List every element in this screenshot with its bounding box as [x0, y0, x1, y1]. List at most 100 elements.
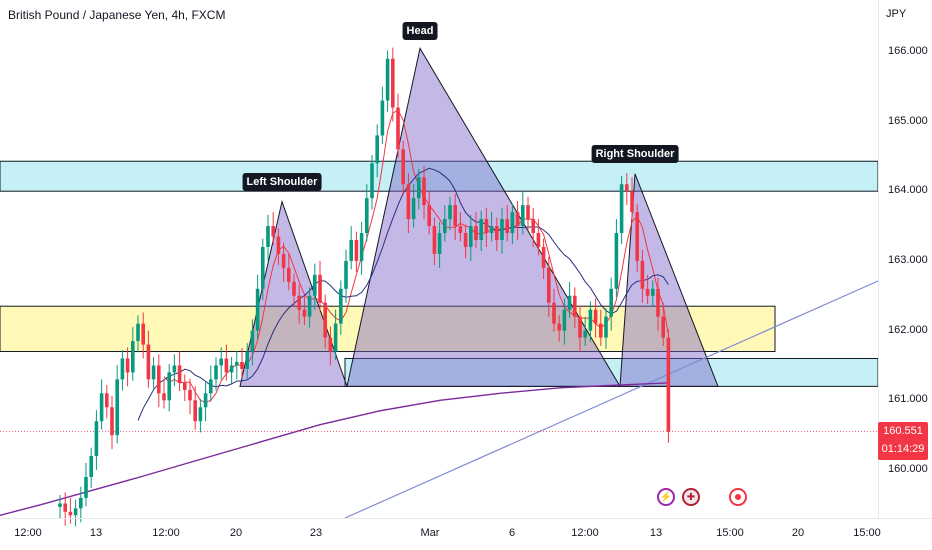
candle	[68, 497, 73, 524]
candle	[489, 212, 494, 242]
candle	[593, 298, 598, 338]
candle	[359, 221, 364, 275]
candle	[157, 354, 161, 408]
candle	[609, 277, 613, 331]
candle	[557, 315, 561, 342]
bar-countdown: 01:14:29	[881, 443, 925, 455]
candle	[281, 242, 286, 282]
record-icon[interactable]	[729, 488, 747, 506]
candle	[245, 343, 249, 381]
candle	[276, 228, 281, 266]
x-tick-label: 13	[89, 527, 103, 539]
candle	[146, 330, 151, 388]
candle	[120, 350, 125, 391]
candle	[422, 166, 426, 220]
x-tick-label: 20	[229, 527, 243, 539]
candle	[526, 196, 530, 231]
candle	[136, 315, 140, 353]
candle	[536, 219, 541, 256]
candle	[401, 141, 405, 196]
candle	[328, 326, 333, 366]
candle	[219, 347, 223, 380]
candle	[177, 351, 182, 392]
candle	[432, 217, 437, 266]
candle	[193, 386, 197, 430]
trendline	[344, 280, 879, 519]
candle	[183, 374, 187, 401]
candle	[448, 196, 452, 231]
candle	[214, 357, 218, 391]
candle	[287, 253, 291, 291]
y-tick-label: 163.000	[888, 253, 928, 266]
candle	[406, 173, 411, 234]
candle	[375, 124, 379, 178]
x-tick-label: 12:00	[14, 527, 42, 539]
candle	[661, 302, 665, 346]
candle	[417, 168, 421, 210]
candle	[198, 398, 203, 433]
candle	[640, 249, 645, 303]
head-label: Head	[402, 22, 438, 40]
candle	[58, 495, 62, 519]
zone-resistance	[0, 160, 879, 192]
candle	[505, 205, 509, 242]
candle	[240, 348, 244, 378]
candle	[391, 47, 395, 122]
candle	[656, 277, 660, 331]
candle	[666, 329, 671, 443]
head-triangle	[346, 46, 621, 387]
left-shoulder-label: Left Shoulder	[242, 173, 322, 191]
candle	[562, 298, 567, 345]
candle	[573, 287, 577, 328]
candle	[349, 226, 353, 270]
candle	[172, 354, 177, 387]
candle	[370, 154, 374, 210]
candle	[604, 308, 608, 349]
x-tick-label: 23	[309, 527, 323, 539]
x-tick-label: 20	[791, 527, 805, 539]
last-price: 160.551	[883, 425, 923, 437]
candle	[105, 384, 109, 419]
x-tick-label: 15:00	[716, 527, 744, 539]
candle	[151, 357, 156, 391]
candle	[614, 219, 619, 298]
candle	[474, 212, 478, 249]
candle	[396, 93, 400, 158]
candle	[630, 177, 634, 221]
zone-range	[0, 305, 776, 353]
candle	[484, 207, 489, 247]
candle	[354, 231, 359, 273]
candle	[203, 382, 208, 422]
candle	[463, 224, 468, 259]
candle	[89, 447, 93, 489]
candle	[515, 200, 520, 240]
y-tick-label: 160.000	[888, 463, 928, 475]
candle	[297, 284, 301, 324]
candle	[110, 396, 114, 450]
candle	[141, 312, 145, 359]
candle	[469, 214, 473, 261]
candle	[235, 350, 239, 380]
candle	[302, 295, 307, 326]
y-tick-label: 161.000	[888, 393, 928, 406]
candle	[99, 379, 104, 430]
candle	[188, 378, 192, 415]
candle	[547, 256, 551, 317]
candle	[167, 364, 171, 412]
candle	[385, 50, 390, 112]
candle	[651, 280, 655, 307]
candle	[323, 294, 327, 349]
candle	[162, 379, 166, 409]
candle	[588, 301, 593, 342]
candle	[411, 184, 416, 228]
x-tick-label: 6	[508, 527, 516, 539]
candle	[125, 347, 130, 387]
right-shoulder-label: Right Shoulder	[591, 145, 679, 163]
candle	[510, 203, 515, 245]
y-tick-label: 164.000	[888, 184, 928, 197]
time-axis-separator	[0, 518, 932, 519]
candle	[500, 207, 504, 254]
lightning-icon[interactable]: ⚡	[657, 488, 675, 506]
uk-flag-icon[interactable]: ✚	[682, 488, 700, 506]
